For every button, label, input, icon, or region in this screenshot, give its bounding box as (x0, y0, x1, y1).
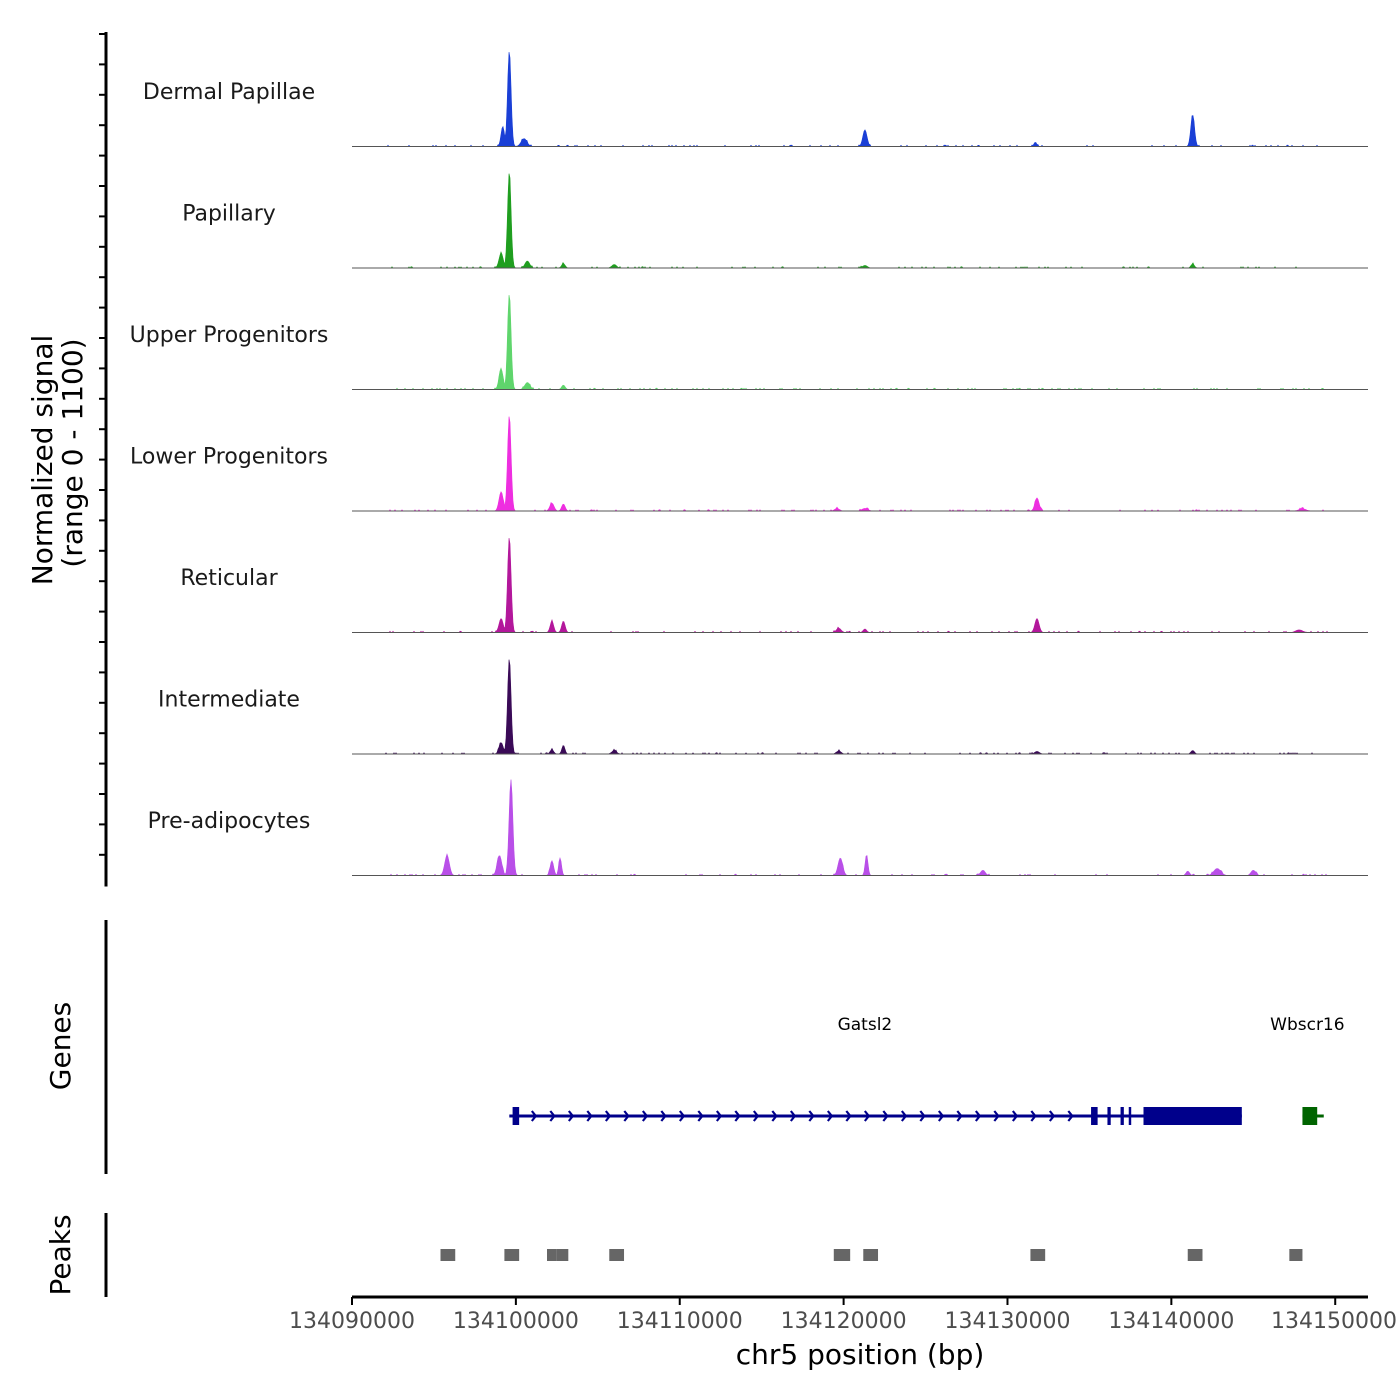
strand-arrow (974, 1110, 982, 1122)
coverage-area (352, 416, 1368, 512)
x-tick-label: 134120000 (781, 1309, 907, 1334)
peak-region (556, 1249, 569, 1261)
strand-arrow (993, 1110, 1000, 1122)
track-label: Reticular (180, 566, 278, 591)
peak-region (440, 1249, 456, 1261)
strand-arrow (771, 1110, 778, 1122)
strand-arrow (1048, 1110, 1056, 1122)
peak-region (504, 1249, 520, 1261)
strand-arrow (845, 1110, 852, 1122)
strand-arrow (530, 1110, 538, 1122)
y-axis-title-line2: (range 0 - 1100) (56, 338, 89, 567)
gene-exon (1128, 1107, 1132, 1125)
gene-label: Wbscr16 (1270, 1015, 1344, 1035)
strand-arrow (789, 1110, 797, 1122)
x-tick-label: 134130000 (944, 1309, 1070, 1334)
x-axis: 134090000 134100000 134110000 134120000 1341… (289, 1295, 1397, 1334)
peak-region (1030, 1249, 1046, 1261)
strand-arrow (752, 1110, 760, 1122)
genes-panel-title: Genes (44, 1002, 77, 1090)
peak-region (1187, 1249, 1203, 1261)
x-tick-label: 134100000 (453, 1309, 579, 1334)
strand-arrow (937, 1110, 945, 1122)
peak-region (833, 1249, 851, 1261)
coverage-track: Papillary (182, 173, 1368, 269)
strand-arrow (900, 1110, 908, 1122)
gene-exon (1143, 1107, 1242, 1125)
gene-exon (1302, 1107, 1318, 1125)
strand-arrow (1011, 1110, 1019, 1122)
x-tick-label: 134090000 (289, 1309, 415, 1334)
peaks-panel (104, 1213, 1303, 1297)
coverage-track: Dermal Papillae (143, 52, 1368, 147)
x-tick-label: 134110000 (617, 1309, 743, 1334)
gene-label: Gatsl2 (838, 1015, 893, 1035)
strand-arrow (1067, 1110, 1074, 1122)
strand-arrow (678, 1110, 686, 1122)
x-tick-label: 134150000 (1271, 1309, 1397, 1334)
coverage-track: Upper Progenitors (130, 295, 1368, 390)
peak-region (609, 1249, 625, 1261)
gene-exon (1107, 1107, 1111, 1125)
coverage-track: Lower Progenitors (130, 416, 1368, 512)
strand-arrow (549, 1110, 556, 1122)
strand-arrow (808, 1110, 815, 1122)
strand-arrow (660, 1110, 667, 1122)
strand-arrow (826, 1110, 834, 1122)
strand-arrow (641, 1110, 649, 1122)
peaks-panel-title: Peaks (44, 1214, 77, 1295)
track-label: Upper Progenitors (130, 323, 329, 348)
strand-arrow (697, 1110, 704, 1122)
strand-arrow (734, 1110, 741, 1122)
gene-exon (1120, 1107, 1124, 1125)
strand-arrow (604, 1110, 612, 1122)
track-label: Pre-adipocytes (148, 809, 311, 834)
strand-arrow (1030, 1110, 1037, 1122)
gene-model: Gatsl2 (509, 1015, 1242, 1125)
peak-region (547, 1249, 557, 1261)
coverage-area (352, 52, 1368, 147)
strand-arrow (623, 1110, 630, 1122)
x-axis-title: chr5 position (bp) (736, 1338, 985, 1371)
strand-arrow (882, 1110, 889, 1122)
strand-arrow (919, 1110, 926, 1122)
track-label: Intermediate (158, 688, 300, 713)
coverage-area (352, 538, 1368, 633)
track-label: Lower Progenitors (130, 445, 328, 470)
strand-arrow (863, 1110, 871, 1122)
track-label: Dermal Papillae (143, 80, 315, 105)
strand-arrow (715, 1110, 723, 1122)
strand-arrow (567, 1110, 575, 1122)
coverage-area (352, 173, 1368, 269)
gene-exon (512, 1107, 520, 1125)
track-label: Papillary (182, 202, 276, 227)
coverage-track: Intermediate (158, 659, 1368, 755)
strand-arrow (586, 1110, 593, 1122)
coverage-area (352, 659, 1368, 755)
coverage-track: Pre-adipocytes (148, 779, 1368, 876)
coverage-area (352, 295, 1368, 390)
x-tick-label: 134140000 (1108, 1309, 1234, 1334)
y-axis-title-line1: Normalized signal (26, 335, 59, 586)
genes-panel: Gatsl2 Wbscr16 (104, 920, 1345, 1174)
gene-exon (1091, 1107, 1098, 1125)
coverage-track: Reticular (180, 538, 1368, 633)
strand-arrow (956, 1110, 963, 1122)
coverage-area (352, 779, 1368, 876)
peak-region (863, 1249, 879, 1261)
peak-region (1289, 1249, 1303, 1261)
gene-model: Wbscr16 (1270, 1015, 1345, 1125)
coverage-tracks: Dermal Papillae Papillary Upper Progenitor… (99, 32, 1368, 887)
